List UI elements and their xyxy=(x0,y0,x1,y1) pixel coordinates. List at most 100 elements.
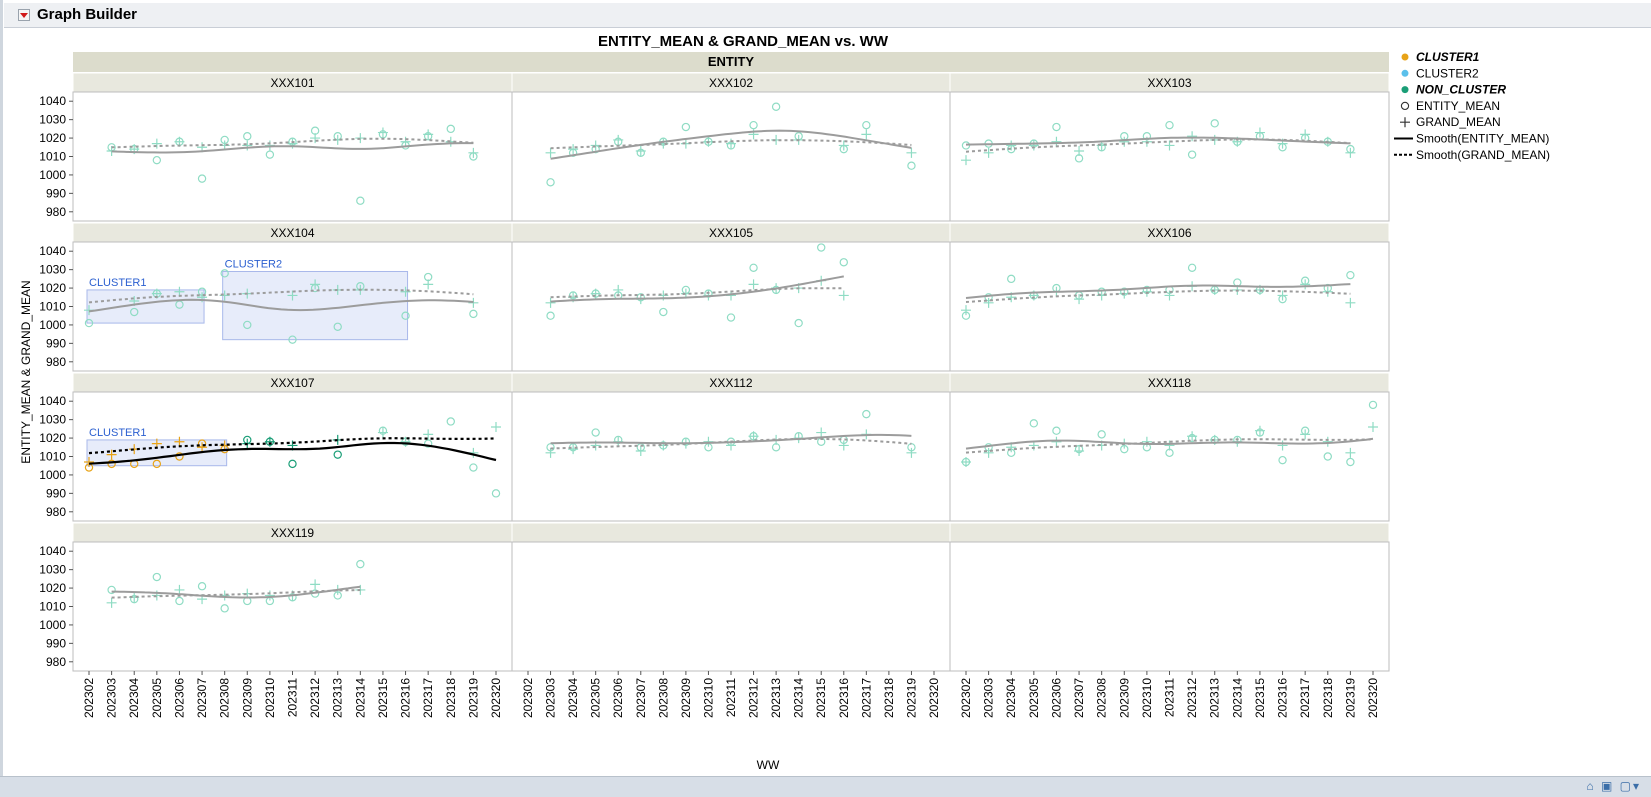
grand-mean-point xyxy=(983,147,994,158)
x-tick-label: 202304 xyxy=(127,678,141,718)
legend-label: ENTITY_MEAN xyxy=(1416,99,1500,113)
x-tick-label: 202310 xyxy=(1140,678,1154,718)
entity-mean-point xyxy=(771,443,781,452)
entity-mean-point xyxy=(107,459,116,469)
window-left-edge xyxy=(0,0,3,796)
panel-title: XXX118 xyxy=(1148,376,1191,390)
chart-title: ENTITY_MEAN & GRAND_MEAN vs. WW xyxy=(598,33,889,50)
entity-mean-point xyxy=(1187,150,1197,159)
grand-mean-point xyxy=(545,297,556,308)
x-tick-label: 202302 xyxy=(959,678,973,718)
y-tick-label: 1020 xyxy=(39,281,66,295)
x-tick-label: 202304 xyxy=(566,678,580,718)
panel-title: XXX107 xyxy=(270,376,314,390)
entity-mean-point xyxy=(175,452,184,461)
legend-item[interactable]: CLUSTER1 xyxy=(1401,50,1480,64)
grand-mean-point xyxy=(1141,436,1152,447)
legend-dot-icon xyxy=(1401,69,1409,77)
panel-title: XXX104 xyxy=(270,226,314,240)
panel-frame xyxy=(72,91,513,222)
legend-dot-icon xyxy=(1401,53,1409,61)
entity-mean-point xyxy=(356,559,365,569)
entity-mean-point xyxy=(333,132,342,141)
y-tick-label: 1040 xyxy=(39,244,66,258)
entity-mean-point xyxy=(401,311,410,320)
x-tick-label: 202306 xyxy=(1049,678,1063,718)
legend[interactable]: CLUSTER1 CLUSTER2 NON_CLUSTER ENTITY_MEAN GR… xyxy=(1394,50,1550,162)
grand-mean-point xyxy=(748,279,759,290)
legend-item[interactable]: GRAND_MEAN xyxy=(1400,115,1501,129)
legend-item[interactable]: ENTITY_MEAN xyxy=(1400,99,1500,113)
x-tick-label: 202312 xyxy=(1185,678,1199,718)
smooth-entity-mean-line xyxy=(88,298,474,313)
panel-frame xyxy=(949,241,1390,372)
grand-mean-point xyxy=(174,436,185,447)
x-tick-label: 202313 xyxy=(331,678,345,718)
y-tick-label: 1000 xyxy=(39,318,66,332)
grand-mean-point xyxy=(983,447,994,458)
entity-mean-point xyxy=(469,152,478,161)
entity-mean-point xyxy=(681,437,691,446)
x-tick-label: 202316 xyxy=(1276,678,1290,718)
x-tick-label: 202313 xyxy=(769,678,783,718)
entity-mean-point xyxy=(1300,426,1310,435)
y-tick-label: 1030 xyxy=(39,263,66,277)
panel-frame xyxy=(511,391,951,522)
entity-mean-point xyxy=(1346,270,1355,280)
legend-item[interactable]: NON_CLUSTER xyxy=(1401,83,1507,97)
legend-item[interactable]: Smooth(ENTITY_MEAN) xyxy=(1394,132,1549,146)
x-tick-label: 202305 xyxy=(1027,678,1041,718)
y-tick-label: 1020 xyxy=(39,431,66,445)
grand-mean-point xyxy=(1322,436,1333,447)
entity-mean-point xyxy=(907,443,916,452)
entity-mean-point xyxy=(491,489,501,498)
grand-mean-point xyxy=(242,140,253,151)
entity-mean-point xyxy=(1165,448,1174,458)
status-icons[interactable]: ⌂ ▣ ▢▾ xyxy=(1586,779,1641,793)
entity-mean-point xyxy=(817,243,826,252)
smooth-grand-mean-line xyxy=(550,139,912,150)
x-tick-label: 202313 xyxy=(1208,678,1222,718)
legend-label: CLUSTER2 xyxy=(1416,66,1479,80)
x-tick-label: 202306 xyxy=(611,678,625,718)
legend-label: GRAND_MEAN xyxy=(1416,115,1501,129)
grand-mean-point xyxy=(423,429,434,440)
entity-mean-point xyxy=(1323,452,1332,461)
smooth-grand-mean-line xyxy=(88,437,497,455)
legend-item[interactable]: CLUSTER2 xyxy=(1401,66,1480,80)
cluster-box-label: CLUSTER1 xyxy=(89,427,146,439)
y-tick-label: 990 xyxy=(46,486,66,500)
x-tick-label: 202314 xyxy=(792,678,806,718)
x-tick-label: 202302 xyxy=(521,678,535,718)
cluster-box-label: CLUSTER1 xyxy=(89,277,146,289)
entity-mean-point xyxy=(378,426,388,435)
x-tick-label: 202302 xyxy=(82,678,96,718)
entity-mean-point xyxy=(907,161,916,170)
grand-mean-point xyxy=(355,584,366,595)
y-tick-label: 980 xyxy=(46,655,66,669)
y-tick-label: 1030 xyxy=(39,413,66,427)
y-tick-label: 1010 xyxy=(39,600,66,614)
smooth-entity-mean-line xyxy=(111,142,474,154)
disclosure-red-triangle-icon[interactable] xyxy=(18,9,30,21)
x-tick-label: 202305 xyxy=(589,678,603,718)
entity-mean-point xyxy=(333,591,342,600)
entity-mean-point xyxy=(220,269,229,278)
panel-header-bg xyxy=(511,522,951,543)
entity-mean-point xyxy=(1097,287,1106,296)
grand-mean-point xyxy=(861,129,872,140)
grand-mean-point xyxy=(84,457,94,468)
grand-mean-point xyxy=(1051,136,1062,147)
x-tick-label: 202311 xyxy=(286,678,300,717)
entity-mean-point xyxy=(1007,274,1016,284)
entity-mean-point xyxy=(1052,426,1061,435)
entity-mean-point xyxy=(401,437,410,446)
grand-mean-point xyxy=(491,422,501,433)
entity-mean-point xyxy=(423,439,433,448)
graph-builder-header: Graph Builder xyxy=(4,3,1651,28)
entity-mean-point xyxy=(333,322,342,331)
legend-item[interactable]: Smooth(GRAND_MEAN) xyxy=(1394,148,1550,162)
smooth-grand-mean-line xyxy=(88,288,474,304)
entity-mean-point xyxy=(197,439,207,448)
entity-mean-point xyxy=(1120,287,1129,296)
